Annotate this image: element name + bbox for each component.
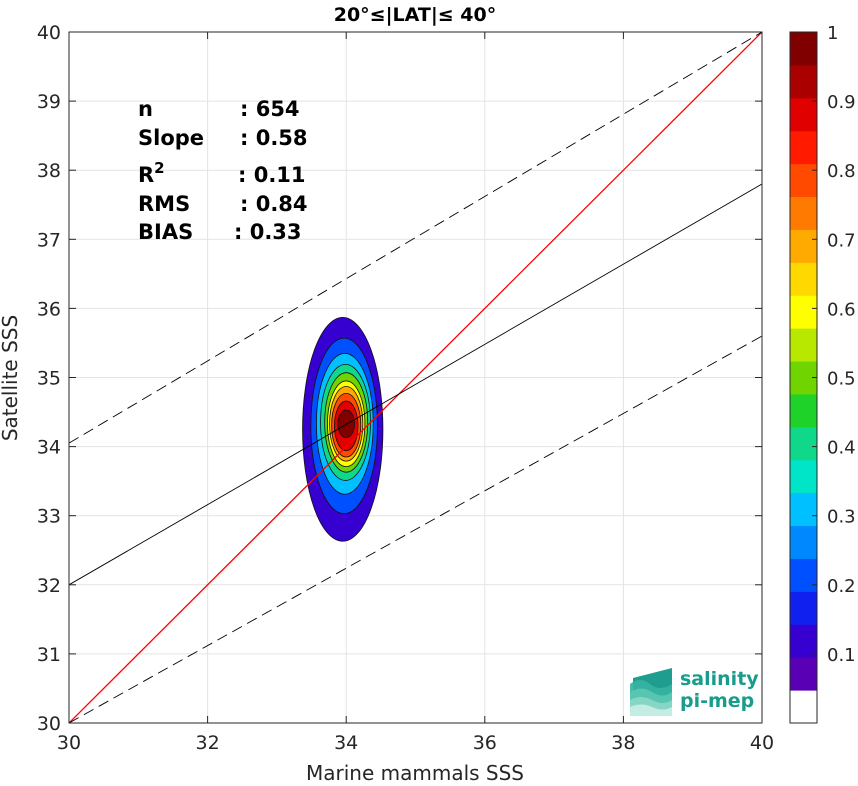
colorbar-band-6 <box>790 492 817 527</box>
colorbar-tick-label-0: 0.1 <box>827 645 856 666</box>
colorbar-band-3 <box>790 591 817 625</box>
stat-value-0: : 654 <box>240 97 300 121</box>
colorbar-tick-label-1: 0.2 <box>827 576 856 597</box>
logo-line-1: salinity <box>680 668 759 690</box>
one-to-one-line <box>69 32 762 723</box>
y-tick-label-1: 31 <box>37 644 61 666</box>
x-tick-label-3: 36 <box>473 732 497 754</box>
y-tick-label-7: 37 <box>37 229 61 251</box>
stat-value-2: : 0.11 <box>238 163 306 187</box>
x-tick-label-0: 30 <box>57 732 81 754</box>
colorbar-band-4 <box>790 558 817 592</box>
x-tick-label-5: 40 <box>750 732 774 754</box>
salinity-pi-mep-logo: salinity pi-mep <box>630 668 759 716</box>
y-tick-label-9: 39 <box>37 91 61 113</box>
contour-level-9 <box>337 409 355 439</box>
colorbar-band-7 <box>790 459 817 494</box>
colorbar-band-8 <box>790 426 817 461</box>
colorbar-tick-label-2: 0.3 <box>827 507 856 528</box>
density-contours <box>302 316 384 542</box>
chart-title: 20°≤|LAT|≤ 40° <box>334 4 497 26</box>
stat-label-1: Slope <box>138 126 204 150</box>
colorbar-tick-label-3: 0.4 <box>827 438 856 459</box>
y-axis-label: Satellite SSS <box>0 315 22 441</box>
upper-bound-line <box>69 32 762 444</box>
stat-superscript: 2 <box>154 159 164 177</box>
stat-value-4: : 0.33 <box>234 220 302 244</box>
y-axis-ticks: 30 31 32 33 34 35 36 37 38 39 40 <box>37 22 762 735</box>
logo-line-2: pi-mep <box>680 690 754 712</box>
stat-label-0: n <box>138 97 153 121</box>
y-tick-label-4: 34 <box>37 437 61 459</box>
y-tick-label-0: 30 <box>37 713 61 735</box>
y-tick-label-6: 36 <box>37 298 61 320</box>
colorbar-band-2 <box>790 624 817 658</box>
x-axis-label: Marine mammals SSS <box>306 761 524 785</box>
colorbar-band-20 <box>790 32 817 66</box>
colorbar-band-14 <box>790 229 817 263</box>
y-tick-label-10: 40 <box>37 22 61 44</box>
stat-label-3: RMS <box>138 192 190 216</box>
y-tick-label-2: 32 <box>37 575 61 597</box>
colorbar-band-1 <box>790 657 817 691</box>
x-tick-label-1: 32 <box>196 732 220 754</box>
y-tick-label-5: 35 <box>37 368 61 390</box>
colorbar-tick-label-8: 0.9 <box>827 92 856 113</box>
colorbar-tick-label-9: 1 <box>827 23 838 44</box>
y-tick-label-3: 33 <box>37 506 61 528</box>
y-tick-label-8: 38 <box>37 160 61 182</box>
colorbar-band-11 <box>790 328 817 362</box>
colorbar-band-9 <box>790 393 817 428</box>
logo-waves-icon <box>630 668 672 716</box>
regression-line <box>69 183 762 586</box>
colorbar-band-19 <box>790 64 817 99</box>
lower-bound-line <box>69 335 762 723</box>
colorbar-band-13 <box>790 262 817 296</box>
colorbar-band-15 <box>790 196 817 230</box>
stat-label-4: BIAS <box>138 220 193 244</box>
colorbar-tick-label-6: 0.7 <box>827 230 856 251</box>
colorbar-band-16 <box>790 163 817 198</box>
colorbar: 0.1 0.2 0.3 0.4 0.5 0.6 0.7 0.8 0.9 1 <box>789 23 856 724</box>
x-axis-ticks: 30 32 34 36 38 40 <box>57 32 774 754</box>
colorbar-band-5 <box>790 525 817 559</box>
colorbar-band-12 <box>790 295 817 329</box>
colorbar-band-17 <box>790 130 817 165</box>
x-tick-label-2: 34 <box>334 732 358 754</box>
stat-value-1: : 0.58 <box>240 126 308 150</box>
x-tick-label-4: 38 <box>611 732 635 754</box>
colorbar-band-18 <box>790 97 817 132</box>
colorbar-band-0 <box>790 690 817 724</box>
colorbar-tick-label-4: 0.5 <box>827 369 856 390</box>
stat-value-3: : 0.84 <box>240 192 308 216</box>
colorbar-tick-label-7: 0.8 <box>827 161 856 182</box>
reference-lines <box>69 32 762 723</box>
colorbar-tick-label-5: 0.6 <box>827 299 856 320</box>
grid <box>68 31 763 724</box>
